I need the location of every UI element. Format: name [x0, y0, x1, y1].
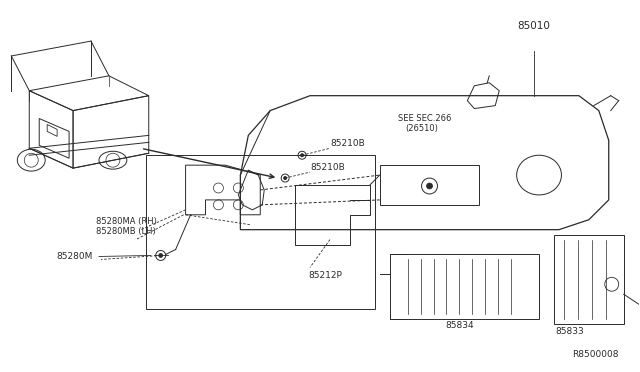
Bar — [554, 235, 623, 324]
Circle shape — [284, 177, 287, 180]
Text: R8500008: R8500008 — [572, 350, 619, 359]
Text: (26510): (26510) — [406, 124, 438, 133]
Circle shape — [301, 154, 303, 157]
Circle shape — [159, 253, 163, 257]
Text: 85833: 85833 — [555, 327, 584, 336]
Text: 85280MB (LH): 85280MB (LH) — [96, 227, 156, 235]
Bar — [146, 155, 375, 309]
Circle shape — [426, 183, 433, 189]
Text: 85280MA (RH): 85280MA (RH) — [96, 217, 157, 226]
Text: 85280M: 85280M — [56, 252, 93, 261]
Text: 85210B: 85210B — [310, 163, 345, 171]
Bar — [390, 254, 539, 319]
Text: SEE SEC.266: SEE SEC.266 — [397, 114, 451, 123]
Text: 85212P: 85212P — [308, 271, 342, 280]
Text: 85010: 85010 — [518, 21, 550, 31]
Text: 85834: 85834 — [445, 321, 474, 330]
Text: 85210B: 85210B — [330, 139, 365, 148]
